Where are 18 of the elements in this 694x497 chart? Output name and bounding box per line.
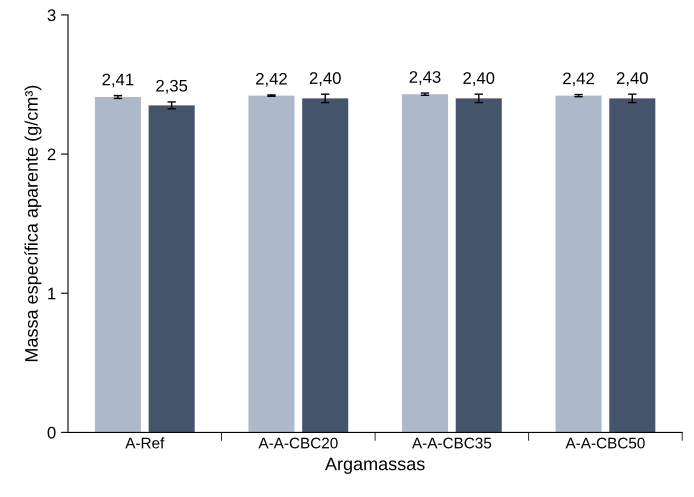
y-axis-title: Massa específica aparente (g/cm³) bbox=[24, 86, 42, 362]
data-label: 2,43 bbox=[410, 71, 440, 85]
data-label: 2,40 bbox=[310, 72, 341, 86]
y-tick-label: 2 bbox=[48, 148, 56, 160]
data-label: 2,40 bbox=[463, 72, 494, 86]
data-label: 2,41 bbox=[102, 74, 134, 88]
x-tick-label: A-Ref bbox=[125, 437, 164, 448]
data-label: 2,40 bbox=[616, 72, 648, 86]
y-tick-label: 0 bbox=[48, 426, 56, 439]
y-tick-label: 1 bbox=[48, 288, 56, 300]
x-tick-label: A-A-CBC20 bbox=[258, 438, 338, 448]
data-label: 2,35 bbox=[156, 80, 188, 94]
x-tick-label: A-A-CBC50 bbox=[566, 438, 645, 448]
x-axis-title: Argamassas bbox=[324, 458, 425, 474]
y-tick-label: 3 bbox=[48, 9, 56, 22]
data-label: 2,42 bbox=[256, 72, 287, 87]
data-label: 2,42 bbox=[563, 72, 594, 86]
x-tick-label: A-A-CBC35 bbox=[412, 438, 492, 448]
